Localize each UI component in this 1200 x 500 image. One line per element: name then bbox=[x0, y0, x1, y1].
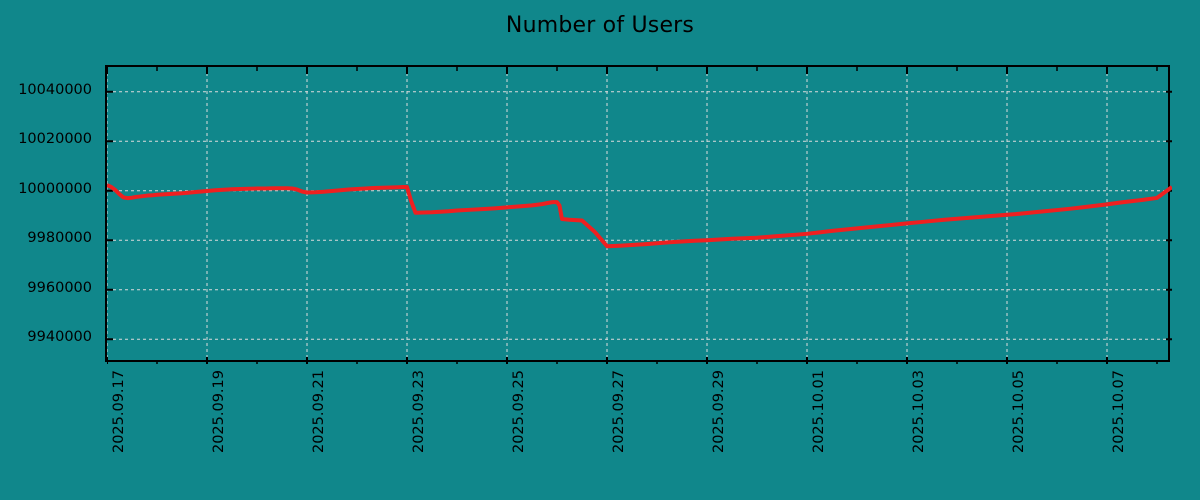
y-axis-tick-label: 10000000 bbox=[18, 180, 92, 197]
x-axis-tick-label: 2025.10.05 bbox=[1011, 370, 1027, 454]
y-axis-tick-label: 10020000 bbox=[18, 131, 92, 148]
x-axis-tick-label: 2025.09.21 bbox=[311, 370, 327, 454]
x-axis-tick-label: 2025.10.07 bbox=[1111, 370, 1127, 454]
plot-svg bbox=[107, 67, 1172, 364]
x-axis-ticks bbox=[107, 67, 1158, 364]
x-axis-tick-label: 2025.09.25 bbox=[511, 370, 527, 454]
data-series-line bbox=[107, 183, 1172, 249]
y-axis-tick-label: 9960000 bbox=[27, 279, 92, 296]
x-axis-tick-label: 2025.09.17 bbox=[111, 370, 127, 454]
x-axis-tick-label: 2025.10.03 bbox=[911, 370, 927, 454]
y-axis-tick-label: 9980000 bbox=[27, 230, 92, 247]
x-axis-tick-label: 2025.09.27 bbox=[611, 370, 627, 454]
x-axis-tick-label: 2025.10.01 bbox=[811, 370, 827, 454]
y-axis-ticks bbox=[107, 90, 1172, 341]
page-title: Number of Users bbox=[505, 13, 695, 38]
y-axis-tick-label: 10040000 bbox=[18, 81, 92, 98]
x-axis-tick-label: 2025.09.19 bbox=[211, 370, 227, 454]
plot-area bbox=[105, 65, 1172, 364]
y-axis-tick-label: 9940000 bbox=[27, 329, 92, 346]
x-axis-tick-label: 2025.09.29 bbox=[711, 370, 727, 454]
x-axis-tick-label: 2025.09.23 bbox=[411, 370, 427, 454]
gridlines-vertical bbox=[107, 67, 1108, 364]
